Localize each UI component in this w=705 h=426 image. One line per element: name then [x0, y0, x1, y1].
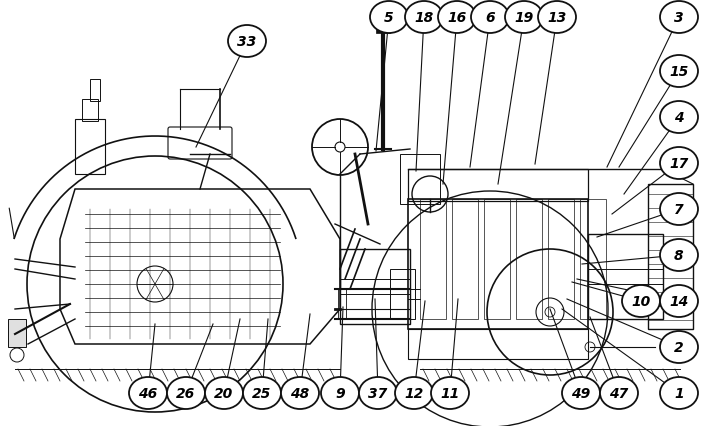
- Text: 18: 18: [415, 11, 434, 25]
- Ellipse shape: [660, 102, 698, 134]
- Text: 20: 20: [214, 386, 233, 400]
- Ellipse shape: [129, 377, 167, 409]
- Text: 5: 5: [384, 11, 394, 25]
- Text: 16: 16: [448, 11, 467, 25]
- Text: 11: 11: [441, 386, 460, 400]
- Ellipse shape: [205, 377, 243, 409]
- Bar: [408, 199, 588, 329]
- Text: 49: 49: [571, 386, 591, 400]
- Ellipse shape: [471, 2, 509, 34]
- Bar: [648, 184, 693, 329]
- Bar: [390, 269, 415, 319]
- Text: 10: 10: [632, 294, 651, 308]
- Bar: [408, 329, 588, 359]
- Text: 7: 7: [674, 202, 684, 216]
- Text: 17: 17: [669, 157, 689, 170]
- Ellipse shape: [370, 2, 408, 34]
- Bar: [484, 199, 510, 319]
- Text: 13: 13: [547, 11, 567, 25]
- Text: 46: 46: [138, 386, 158, 400]
- Bar: [82, 100, 98, 122]
- Ellipse shape: [538, 2, 576, 34]
- Ellipse shape: [228, 26, 266, 58]
- Text: 14: 14: [669, 294, 689, 308]
- Text: 25: 25: [252, 386, 271, 400]
- Text: 9: 9: [335, 386, 345, 400]
- Bar: [408, 170, 588, 201]
- Text: 1: 1: [674, 386, 684, 400]
- Ellipse shape: [243, 377, 281, 409]
- Bar: [420, 199, 446, 319]
- Text: 2: 2: [674, 340, 684, 354]
- Ellipse shape: [622, 285, 660, 317]
- Ellipse shape: [660, 239, 698, 271]
- Bar: [338, 289, 346, 319]
- Text: 4: 4: [674, 111, 684, 125]
- Bar: [452, 199, 478, 319]
- Bar: [75, 120, 105, 175]
- Bar: [548, 199, 574, 319]
- Ellipse shape: [660, 2, 698, 34]
- Text: 19: 19: [515, 11, 534, 25]
- Bar: [340, 249, 410, 324]
- Text: 26: 26: [176, 386, 195, 400]
- Text: 15: 15: [669, 65, 689, 79]
- Ellipse shape: [660, 148, 698, 180]
- Bar: [400, 155, 440, 204]
- Text: 8: 8: [674, 248, 684, 262]
- Ellipse shape: [405, 2, 443, 34]
- Ellipse shape: [660, 285, 698, 317]
- Ellipse shape: [660, 377, 698, 409]
- Bar: [376, 26, 390, 34]
- Text: 47: 47: [609, 386, 629, 400]
- Text: 37: 37: [369, 386, 388, 400]
- Ellipse shape: [438, 2, 476, 34]
- Ellipse shape: [660, 56, 698, 88]
- Ellipse shape: [281, 377, 319, 409]
- Ellipse shape: [505, 2, 543, 34]
- Text: 12: 12: [405, 386, 424, 400]
- Bar: [8, 319, 26, 347]
- Bar: [580, 199, 606, 319]
- Ellipse shape: [321, 377, 359, 409]
- Ellipse shape: [167, 377, 205, 409]
- Text: 48: 48: [290, 386, 309, 400]
- Ellipse shape: [431, 377, 469, 409]
- Ellipse shape: [395, 377, 433, 409]
- Text: 6: 6: [485, 11, 495, 25]
- Bar: [90, 80, 100, 102]
- Ellipse shape: [562, 377, 600, 409]
- Ellipse shape: [600, 377, 638, 409]
- Ellipse shape: [359, 377, 397, 409]
- Text: 33: 33: [238, 35, 257, 49]
- Ellipse shape: [660, 193, 698, 225]
- Bar: [588, 234, 663, 319]
- Ellipse shape: [660, 331, 698, 363]
- Bar: [516, 199, 542, 319]
- Text: 3: 3: [674, 11, 684, 25]
